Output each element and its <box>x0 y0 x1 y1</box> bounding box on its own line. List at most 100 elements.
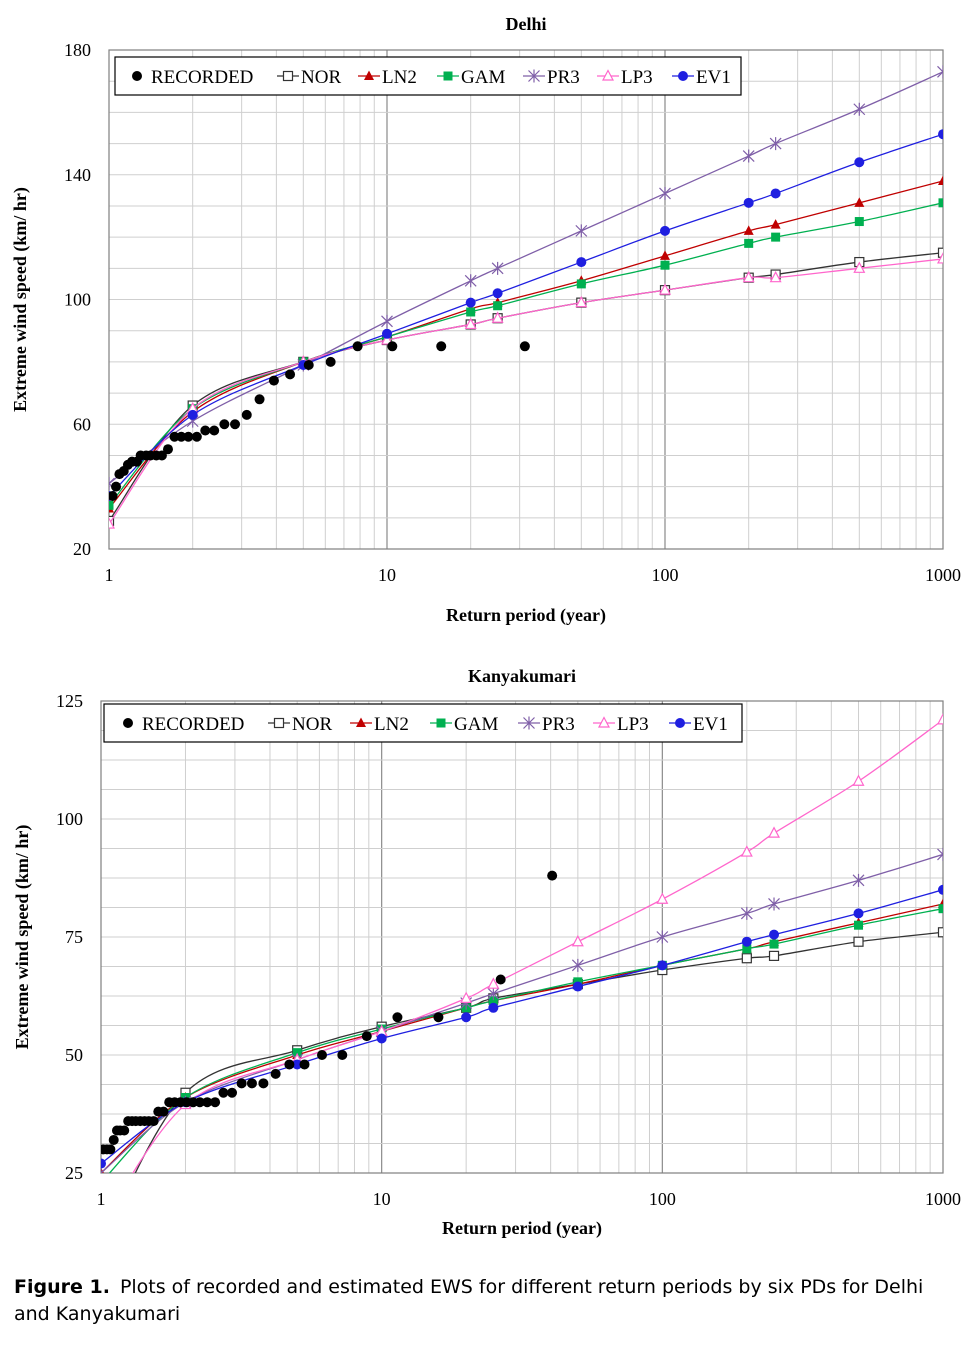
point-ln2-1000 <box>938 175 943 185</box>
legend-marker-gam <box>443 71 453 81</box>
point-recorded-12 <box>162 444 173 455</box>
point-recorded-25 <box>227 1087 238 1098</box>
legend-marker-pr3 <box>528 69 540 83</box>
legend-entry-lp3: LP3 <box>597 67 653 88</box>
point-ev1-1000 <box>938 884 943 895</box>
point-recorded-20 <box>230 419 241 430</box>
y-tick-label-125: 125 <box>56 691 83 711</box>
x-tick-label-100: 100 <box>652 565 679 585</box>
point-lp3-1 <box>109 517 115 529</box>
y-axis-label: Extreme wind speed (km/ hr) <box>12 825 33 1050</box>
point-recorded-26 <box>236 1078 247 1089</box>
point-gam-20 <box>466 307 476 317</box>
point-recorded-36 <box>433 1012 444 1023</box>
point-pr3-25 <box>491 261 504 275</box>
point-pr3-500 <box>853 102 866 116</box>
point-lp3-25 <box>487 977 500 989</box>
point-recorded-28 <box>387 341 398 352</box>
point-ev1-25 <box>488 1002 499 1013</box>
legend-entry-recorded: RECORDED <box>132 67 253 88</box>
plot-area <box>109 65 943 529</box>
point-pr3-200 <box>742 149 755 163</box>
point-pr3-200 <box>740 906 753 920</box>
point-recorded-30 <box>284 1059 295 1070</box>
point-recorded-19 <box>219 419 230 430</box>
legend-entry-gam: GAM <box>437 67 505 88</box>
legend: RECORDED NOR LN2 GAM PR3 LP3 EV1 <box>103 703 743 743</box>
legend: RECORDED NOR LN2 GAM PR3 LP3 EV1 <box>114 56 742 96</box>
x-tick-label-10: 10 <box>373 1189 391 1209</box>
point-ev1-250 <box>770 188 781 199</box>
point-recorded-21 <box>194 1097 205 1108</box>
point-gam-50 <box>576 279 586 289</box>
point-recorded-31 <box>299 1059 310 1070</box>
point-gam-1 <box>97 1178 106 1187</box>
point-nor-1000 <box>937 247 943 258</box>
point-recorded-21 <box>241 409 252 420</box>
point-recorded-15 <box>183 431 194 442</box>
point-pr3-50 <box>571 958 584 972</box>
point-pr3-500 <box>852 873 865 887</box>
series-lp3 <box>132 713 943 1173</box>
point-gam-25 <box>493 301 503 311</box>
point-recorded-16 <box>191 431 202 442</box>
y-tick-label-140: 140 <box>64 165 91 185</box>
plot-area <box>97 713 943 1187</box>
point-pr3-100 <box>659 186 671 200</box>
point-gam-1 <box>109 500 114 510</box>
legend-label-ev1: EV1 <box>693 714 728 735</box>
legend-entry-gam: GAM <box>430 714 498 735</box>
legend-label-lp3: LP3 <box>621 67 653 88</box>
point-ev1-2 <box>187 409 198 420</box>
point-gam-100 <box>660 260 670 270</box>
point-lp3-100 <box>656 892 669 904</box>
point-ev1-10 <box>382 328 392 339</box>
point-nor-500 <box>853 936 864 947</box>
point-recorded-33 <box>337 1050 348 1060</box>
point-ln2-250 <box>770 219 781 229</box>
series-line-nor <box>134 931 943 1173</box>
point-recorded-24 <box>218 1087 229 1098</box>
series-line-pr3 <box>109 71 943 485</box>
point-gam-1000 <box>938 198 943 208</box>
legend-entry-pr3: PR3 <box>523 67 580 88</box>
point-recorded-14 <box>176 431 187 442</box>
point-ev1-5 <box>292 1059 303 1070</box>
legend-label-ln2: LN2 <box>374 714 409 735</box>
series-ln2 <box>101 898 943 1173</box>
y-axis-label: Extreme wind speed (km/ hr) <box>10 187 31 412</box>
series-pr3 <box>109 65 943 491</box>
series-line-ln2 <box>109 180 943 509</box>
series-recorded <box>101 870 558 1155</box>
legend-marker-nor <box>282 70 294 82</box>
series-recorded <box>109 341 530 501</box>
point-pr3-10 <box>381 314 393 328</box>
point-pr3-20 <box>464 274 477 288</box>
x-tick-label-1000: 1000 <box>925 565 961 585</box>
point-pr3-250 <box>769 137 782 151</box>
point-lp3-500 <box>852 774 865 786</box>
point-lp3-200 <box>740 845 753 857</box>
point-ev1-20 <box>461 1012 472 1023</box>
legend-marker-ev1 <box>675 718 685 728</box>
point-recorded-2 <box>105 1144 116 1155</box>
point-gam-25 <box>488 996 498 1006</box>
legend-marker-recorded <box>123 718 133 728</box>
legend-entry-pr3: PR3 <box>518 714 575 735</box>
point-gam-250 <box>769 939 779 949</box>
figure-charts: 20 60 100 140 180 1 10 100 1000 Delhi Return perio… <box>10 14 961 1239</box>
plot-frame <box>108 49 944 550</box>
series-ev1 <box>109 129 943 501</box>
legend-box <box>114 56 742 96</box>
grid <box>101 701 943 1173</box>
legend-label-gam: GAM <box>454 714 498 735</box>
chart-title: Kanyakumari <box>468 666 576 686</box>
figure-caption: Figure 1. Plots of recorded and estimated… <box>14 1274 959 1328</box>
x-tick-label-10: 10 <box>378 565 396 585</box>
x-tick-label-1000: 1000 <box>925 1189 961 1209</box>
point-recorded-3 <box>108 1134 119 1145</box>
point-ev1-1000 <box>938 129 943 140</box>
point-gam-200 <box>742 944 752 954</box>
y-tick-label-60: 60 <box>73 414 91 434</box>
y-tick-label-75: 75 <box>65 927 83 947</box>
